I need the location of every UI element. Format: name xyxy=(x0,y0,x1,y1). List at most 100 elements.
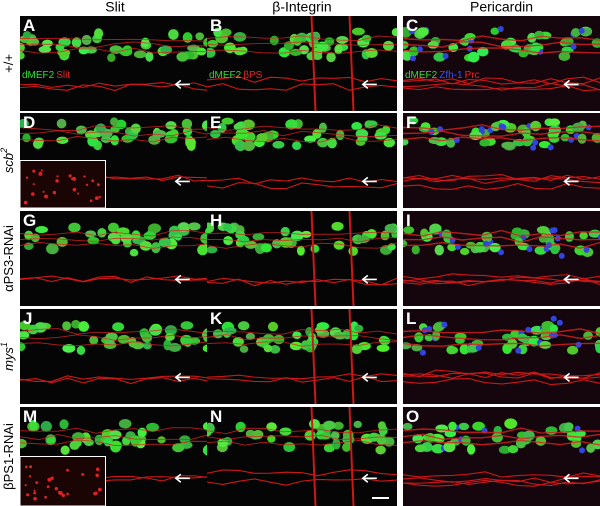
nucleus xyxy=(353,420,362,429)
nucleus xyxy=(472,421,485,431)
panel-bg xyxy=(403,407,600,506)
zfh1-cell xyxy=(526,246,533,253)
row-label-text: βPS1-RNAi xyxy=(1,423,16,490)
inset-puncta xyxy=(33,491,37,495)
nucleus xyxy=(168,29,179,40)
zfh1-cell xyxy=(441,321,448,328)
nucleus xyxy=(20,438,27,449)
nucleus xyxy=(267,435,276,443)
filament xyxy=(20,236,210,242)
panel-letter: G xyxy=(23,211,36,230)
nucleus xyxy=(263,344,273,353)
panel-content xyxy=(403,16,600,111)
nucleus xyxy=(548,135,560,143)
inset-puncta xyxy=(95,473,99,478)
zfh1-cell xyxy=(498,123,505,130)
nucleus xyxy=(20,42,25,53)
nucleus xyxy=(333,421,344,430)
strand xyxy=(20,82,210,89)
inset-puncta xyxy=(24,465,28,469)
inset-puncta xyxy=(32,169,36,173)
nucleus xyxy=(252,429,264,440)
filament xyxy=(403,328,600,335)
inset-puncta xyxy=(25,176,29,180)
filament xyxy=(403,439,600,446)
vertical-strand xyxy=(348,407,355,506)
nucleus xyxy=(355,128,369,139)
nucleus xyxy=(391,28,397,37)
filament xyxy=(20,136,210,143)
row-label-sup: 1 xyxy=(0,342,9,347)
micrograph-panel: D xyxy=(20,113,210,208)
filament xyxy=(20,328,210,335)
nucleus xyxy=(224,42,236,54)
inset-puncta xyxy=(81,472,85,477)
strand xyxy=(20,377,210,385)
zfh1-cell xyxy=(558,252,565,259)
stain-label: dMEF2 Zfh-1 Prc xyxy=(405,70,480,81)
column-header: Pericardin xyxy=(470,0,533,15)
strand xyxy=(207,469,397,477)
zfh1-cell xyxy=(515,347,522,354)
nucleus xyxy=(317,137,329,148)
nucleus xyxy=(129,248,139,257)
nucleus xyxy=(252,233,265,241)
nucleus xyxy=(579,231,588,240)
nucleus xyxy=(354,324,364,333)
nucleus xyxy=(376,344,390,352)
nucleus xyxy=(583,331,593,340)
nucleus xyxy=(242,140,256,151)
nucleus xyxy=(267,321,279,332)
nucleus xyxy=(403,422,413,431)
nucleus xyxy=(186,140,196,151)
inset-puncta xyxy=(26,493,30,497)
filament xyxy=(403,236,600,244)
nucleus xyxy=(534,30,545,40)
nucleus xyxy=(158,237,172,248)
panel-bg xyxy=(207,309,397,404)
filament xyxy=(20,130,210,137)
panel-content xyxy=(207,113,397,208)
nucleus xyxy=(285,119,298,130)
nucleus xyxy=(279,237,293,248)
nucleus xyxy=(81,34,92,46)
nucleus xyxy=(87,135,99,147)
inset-puncta xyxy=(89,199,93,203)
nucleus xyxy=(133,50,147,59)
filament xyxy=(207,231,397,236)
nucleus xyxy=(571,439,582,448)
panel-content xyxy=(207,16,397,111)
nucleus xyxy=(41,39,53,48)
vertical-strand xyxy=(310,309,317,404)
nucleus xyxy=(272,140,285,149)
zfh1-cell xyxy=(570,43,577,50)
nucleus xyxy=(40,421,52,432)
nucleus xyxy=(498,445,511,454)
zfh1-cell xyxy=(410,55,417,62)
nucleus xyxy=(107,53,116,62)
vertical-strand xyxy=(348,309,355,404)
filament xyxy=(20,427,210,434)
nucleus xyxy=(280,226,290,237)
nucleus xyxy=(213,329,224,339)
nucleus xyxy=(312,129,322,139)
nucleus xyxy=(56,118,67,129)
zfh1-cell xyxy=(547,144,554,151)
nucleus xyxy=(20,321,31,331)
nucleus xyxy=(314,326,325,334)
nucleus xyxy=(222,223,232,232)
nucleus xyxy=(38,45,52,54)
row-label: mys1 xyxy=(0,342,16,371)
vertical-strand xyxy=(348,211,355,306)
inset-puncta xyxy=(50,476,54,481)
zfh1-cell xyxy=(574,425,581,432)
column-header: β-Integrin xyxy=(272,0,331,15)
strand xyxy=(207,182,397,190)
inset-puncta xyxy=(96,467,100,471)
nucleus xyxy=(414,332,424,343)
row-label: βPS1-RNAi xyxy=(1,423,16,490)
nucleus xyxy=(411,245,420,255)
nucleus xyxy=(269,345,281,354)
nucleus xyxy=(83,438,94,447)
nucleus xyxy=(237,321,250,331)
